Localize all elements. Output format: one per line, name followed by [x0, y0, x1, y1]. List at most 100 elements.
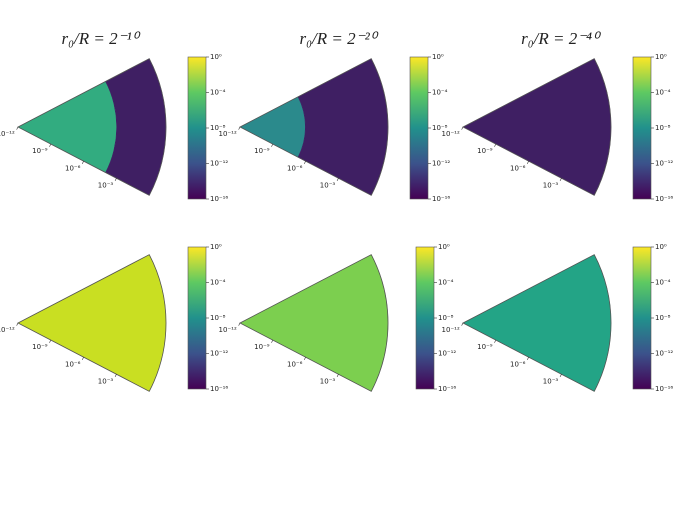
r-tick — [49, 339, 52, 343]
wedge-zone — [17, 81, 117, 173]
colorbar-tick-label: 10⁰ — [438, 243, 450, 251]
r-tick-label: 10⁻³ — [98, 377, 114, 385]
colorbar-tick-label: 10⁻¹² — [655, 160, 673, 168]
r-tick — [49, 143, 52, 147]
colorbar-tick-label: 10⁻¹² — [210, 160, 228, 168]
colorbar-tick-label: 10⁻¹² — [438, 350, 456, 358]
r-tick-label: 10⁻³ — [543, 377, 559, 385]
colorbar-tick-label: 10⁰ — [210, 243, 222, 251]
r-tick-label: 10⁻⁹ — [477, 147, 493, 155]
r-tick — [16, 126, 19, 130]
r-tick-label: 10⁻⁹ — [254, 343, 270, 351]
wedge-outline — [17, 254, 167, 392]
colorbar-tick-label: 10⁻⁸ — [438, 314, 454, 322]
colorbar-tick-label: 10⁻⁴ — [210, 279, 226, 287]
colorbar-tick-label: 10⁻⁴ — [438, 279, 454, 287]
colorbar-tick-label: 10⁻¹⁶ — [655, 385, 673, 393]
r-tick — [238, 126, 241, 130]
r-tick-label: 10⁻⁶ — [510, 360, 526, 368]
wedge-outline — [239, 58, 389, 196]
r-tick — [114, 374, 117, 378]
colorbar-tick-label: 10⁰ — [655, 243, 667, 251]
r-tick-label: 10⁻⁶ — [287, 164, 303, 172]
colorbar-tick-label: 10⁻⁴ — [210, 89, 226, 97]
r-tick-label: 10⁻⁹ — [32, 343, 48, 351]
r-tick — [559, 374, 562, 378]
colorbar — [632, 56, 652, 200]
colorbar-tick-label: 10⁻⁴ — [432, 89, 448, 97]
colorbar — [415, 246, 435, 390]
colorbar-tick-label: 10⁰ — [432, 53, 444, 61]
colorbar-tick-label: 10⁻⁸ — [210, 314, 226, 322]
wedge-zone — [17, 254, 167, 392]
r-tick-label: 10⁻¹² — [0, 130, 15, 138]
r-tick — [336, 374, 339, 378]
colorbar-tick-label: 10⁻¹² — [210, 350, 228, 358]
wedge-zone — [239, 254, 389, 392]
colorbar — [187, 56, 207, 200]
r-tick-label: 10⁻³ — [98, 181, 114, 189]
r-tick-label: 10⁻⁹ — [477, 343, 493, 351]
colorbar-tick-label: 10⁰ — [210, 53, 222, 61]
colorbar-tick-label: 10⁻¹⁶ — [210, 195, 228, 203]
panel-title: r₀/R = 2⁻¹⁰ — [62, 29, 141, 48]
r-tick-label: 10⁻⁶ — [65, 164, 81, 172]
colorbar-tick-label: 10⁻¹² — [432, 160, 450, 168]
wedge-outline — [462, 58, 612, 196]
colorbar — [187, 246, 207, 390]
r-tick — [526, 161, 529, 164]
r-tick — [114, 178, 117, 182]
panel-title: r₀/R = 2⁻²⁰ — [300, 29, 379, 48]
colorbar-tick-label: 10⁻¹² — [655, 350, 673, 358]
r-tick-label: 10⁻¹² — [219, 326, 237, 334]
r-tick-label: 10⁻⁹ — [32, 147, 48, 155]
colorbar-tick-label: 10⁻¹⁶ — [655, 195, 673, 203]
r-tick-label: 10⁻³ — [320, 377, 336, 385]
r-tick-label: 10⁻³ — [543, 181, 559, 189]
r-tick-label: 10⁻¹² — [0, 326, 15, 334]
colorbar-tick-label: 10⁻⁴ — [655, 279, 671, 287]
colorbar-tick-label: 10⁻⁸ — [432, 124, 448, 132]
colorbar — [409, 56, 429, 200]
r-tick-label: 10⁻³ — [320, 181, 336, 189]
colorbar-tick-label: 10⁻¹⁶ — [432, 195, 450, 203]
r-tick — [461, 126, 464, 130]
r-tick — [559, 178, 562, 182]
r-tick — [81, 161, 84, 164]
colorbar-tick-label: 10⁻¹⁶ — [210, 385, 228, 393]
r-tick — [303, 357, 306, 360]
colorbar-tick-label: 10⁻⁸ — [655, 124, 671, 132]
r-tick-label: 10⁻¹² — [442, 130, 460, 138]
colorbar-tick-label: 10⁰ — [655, 53, 667, 61]
colorbar-tick-label: 10⁻⁸ — [210, 124, 226, 132]
r-tick — [336, 178, 339, 182]
r-tick — [271, 143, 274, 147]
colorbar-tick-label: 10⁻¹⁶ — [438, 385, 456, 393]
r-tick — [16, 322, 19, 326]
r-tick — [526, 357, 529, 360]
panel-title: r₀/R = 2⁻⁴⁰ — [521, 29, 601, 48]
r-tick — [494, 143, 497, 147]
colorbar-tick-label: 10⁻⁸ — [655, 314, 671, 322]
wedge-outline — [462, 254, 612, 392]
wedge-outline — [239, 254, 389, 392]
r-tick-label: 10⁻⁶ — [510, 164, 526, 172]
r-tick — [238, 322, 241, 326]
r-tick — [461, 322, 464, 326]
wedge-zone — [239, 96, 306, 158]
r-tick-label: 10⁻⁶ — [287, 360, 303, 368]
r-tick — [494, 339, 497, 343]
r-tick — [81, 357, 84, 360]
wedge-outline — [17, 58, 167, 196]
wedge-zone — [462, 58, 612, 196]
r-tick — [303, 161, 306, 164]
r-tick-label: 10⁻¹² — [219, 130, 237, 138]
r-tick-label: 10⁻⁶ — [65, 360, 81, 368]
wedge-zone — [297, 58, 389, 196]
wedge-zone — [462, 254, 612, 392]
r-tick-label: 10⁻⁹ — [254, 147, 270, 155]
colorbar-tick-label: 10⁻⁴ — [655, 89, 671, 97]
colorbar — [632, 246, 652, 390]
r-tick — [271, 339, 274, 343]
